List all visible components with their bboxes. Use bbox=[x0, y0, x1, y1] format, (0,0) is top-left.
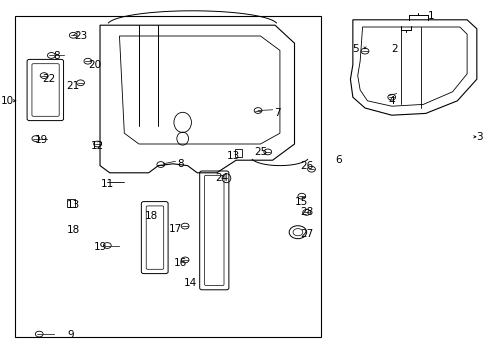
Text: 16: 16 bbox=[173, 258, 186, 268]
Text: 10: 10 bbox=[1, 96, 14, 106]
Text: 9: 9 bbox=[67, 330, 74, 340]
Text: 17: 17 bbox=[168, 224, 182, 234]
Text: 18: 18 bbox=[66, 225, 80, 235]
Text: 23: 23 bbox=[74, 31, 87, 41]
Text: 12: 12 bbox=[91, 141, 104, 151]
Text: 28: 28 bbox=[300, 207, 313, 217]
Text: 21: 21 bbox=[66, 81, 80, 91]
Bar bbox=[15, 16, 321, 337]
Text: 11: 11 bbox=[101, 179, 114, 189]
Text: 22: 22 bbox=[42, 74, 56, 84]
Text: 4: 4 bbox=[387, 96, 394, 106]
Text: 7: 7 bbox=[274, 108, 280, 118]
Text: 27: 27 bbox=[300, 229, 313, 239]
Text: 25: 25 bbox=[253, 147, 266, 157]
Text: 3: 3 bbox=[475, 132, 482, 142]
Text: 14: 14 bbox=[183, 278, 196, 288]
Text: 20: 20 bbox=[88, 60, 102, 70]
Text: 8: 8 bbox=[177, 159, 183, 169]
Text: 18: 18 bbox=[144, 211, 157, 221]
Text: 26: 26 bbox=[300, 161, 313, 171]
Text: 8: 8 bbox=[53, 51, 60, 61]
Text: 6: 6 bbox=[334, 155, 341, 165]
Bar bbox=[234, 149, 242, 157]
Bar bbox=[67, 199, 75, 207]
Text: 13: 13 bbox=[66, 200, 80, 210]
Text: 15: 15 bbox=[295, 197, 308, 207]
Text: 19: 19 bbox=[35, 135, 48, 145]
Text: 1: 1 bbox=[427, 11, 433, 21]
Text: 24: 24 bbox=[215, 173, 228, 183]
Text: 2: 2 bbox=[390, 44, 397, 54]
Text: 19: 19 bbox=[93, 242, 106, 252]
Text: 13: 13 bbox=[226, 150, 240, 161]
Text: 5: 5 bbox=[351, 44, 358, 54]
